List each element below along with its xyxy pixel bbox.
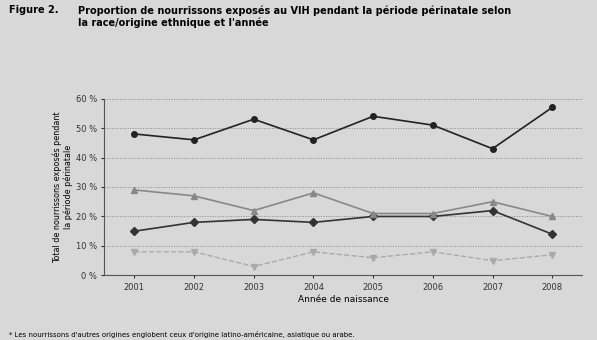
Y-axis label: Total de nourrissons exposés pendant
la période périnatale: Total de nourrissons exposés pendant la … bbox=[53, 111, 73, 263]
Text: Figure 2.: Figure 2. bbox=[9, 5, 59, 15]
Text: Proportion de nourrissons exposés au VIH pendant la période périnatale selon
la : Proportion de nourrissons exposés au VIH… bbox=[78, 5, 511, 28]
Text: * Les nourrissons d'autres origines englobent ceux d'origine latino-américaine, : * Les nourrissons d'autres origines engl… bbox=[9, 331, 355, 338]
X-axis label: Année de naissance: Année de naissance bbox=[298, 295, 389, 304]
